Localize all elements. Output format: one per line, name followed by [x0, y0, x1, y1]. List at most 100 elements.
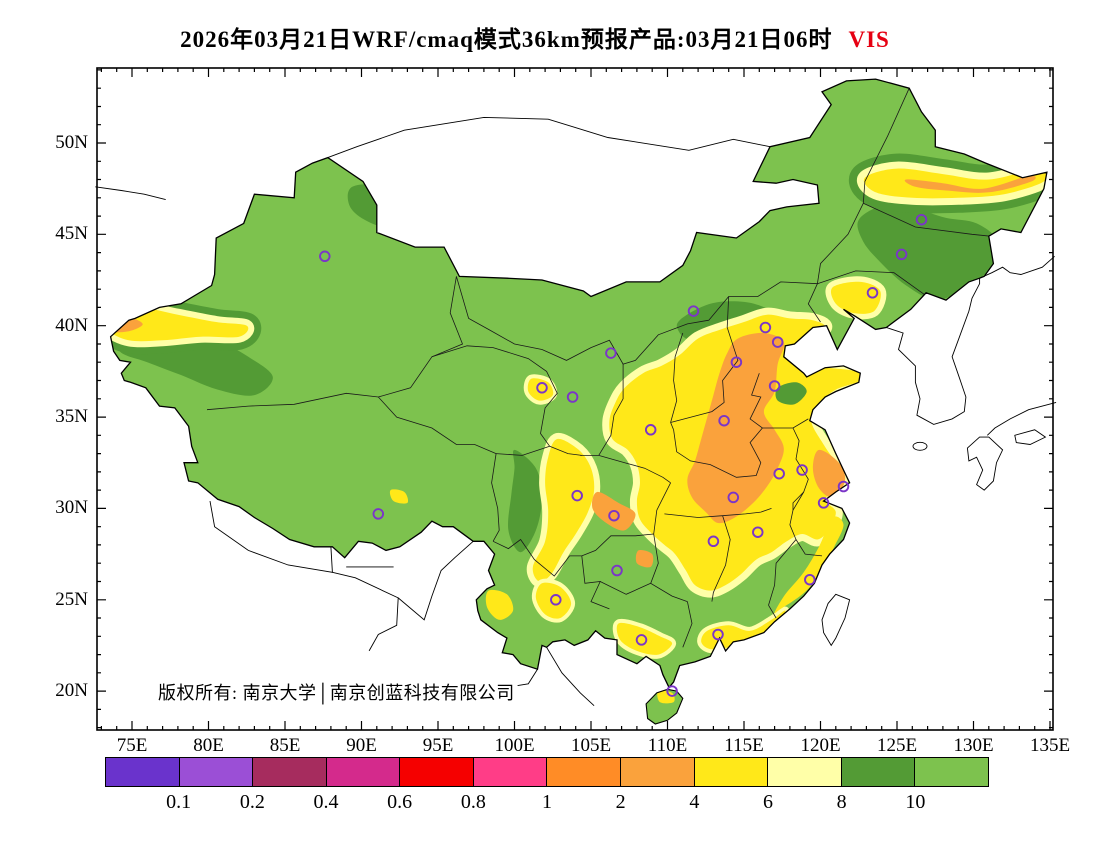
province-boundary: [670, 296, 739, 423]
station-marker: [718, 414, 730, 427]
colorbar-label: 6: [763, 791, 773, 813]
station-marker: [712, 628, 724, 641]
axis-ticks: [97, 68, 1053, 730]
province-boundary: [653, 482, 671, 535]
province-boundary: [206, 276, 464, 411]
lon-tick-label: 130E: [953, 735, 994, 756]
station-marker: [759, 321, 772, 334]
contour-fill: [527, 378, 554, 401]
province-boundary: [673, 427, 763, 478]
contour-fill: [812, 449, 846, 498]
lon-tick-label: 135E: [1029, 735, 1071, 756]
station-marker: [804, 573, 816, 586]
station-marker: [687, 305, 700, 317]
province-boundary: [600, 581, 651, 595]
neighbor-boundary: [1014, 429, 1047, 445]
colorbar-label: 1: [542, 791, 552, 813]
contour-fill: [857, 204, 999, 301]
station-marker: [571, 489, 583, 502]
station-marker: [727, 491, 740, 504]
contour-fill: [535, 582, 572, 619]
lat-tick-label: 20N: [55, 680, 88, 702]
lon-tick-label: 80E: [193, 735, 224, 756]
station-marker: [866, 287, 879, 299]
contour-fill: [532, 438, 595, 582]
colorbar-cell: [694, 758, 769, 786]
station-marker: [611, 564, 623, 577]
colorbar-cell: [621, 758, 695, 786]
colorbar-cell: [106, 758, 180, 786]
contour-fill: [774, 516, 844, 614]
station-marker: [771, 336, 784, 348]
station-marker: [536, 382, 548, 394]
contour-fill: [701, 610, 786, 650]
lat-tick-label: 30N: [55, 497, 88, 519]
station-marker: [773, 467, 785, 480]
chart-variable-label: VIS: [848, 27, 890, 52]
neighbor-boundary: [327, 116, 771, 159]
colorbar: [105, 757, 989, 787]
colorbar-cell: [547, 758, 622, 786]
neighbor-boundary: [517, 668, 538, 687]
lon-tick-label: 90E: [346, 735, 377, 756]
station-marker: [915, 213, 928, 226]
lon-tick-label: 85E: [269, 735, 301, 756]
lat-tick-label: 45N: [55, 223, 88, 245]
neighbor-boundary: [986, 401, 1057, 436]
neighbor-boundary: [332, 571, 399, 652]
province-boundary: [670, 332, 684, 430]
station-marker: [666, 685, 678, 697]
station-marker: [707, 535, 720, 548]
colorbar-label: 0.1: [166, 791, 192, 813]
station-marker: [837, 480, 850, 493]
colorbar-label: 0.4: [313, 791, 339, 813]
lon-tick-label: 120E: [800, 735, 841, 756]
colorbar-label: 0.2: [239, 791, 265, 813]
station-marker: [796, 464, 808, 476]
station-marker: [644, 424, 657, 436]
station-marker: [730, 356, 743, 368]
contour-fill: [507, 449, 542, 553]
jeju-island: [912, 441, 928, 451]
station-marker: [895, 248, 908, 261]
neighbor-boundary: [966, 436, 1004, 491]
china-border: [109, 78, 1048, 689]
province-boundary: [664, 508, 772, 518]
province-boundary: [581, 555, 610, 610]
province-boundary: [768, 604, 777, 619]
province-boundary: [496, 445, 550, 456]
contour-fill: [389, 489, 409, 504]
province-boundary: [378, 396, 500, 542]
station-marker: [372, 508, 385, 520]
chart-title: 2026年03月21日WRF/cmaq模式36km预报产品:03月21日06时 V…: [180, 20, 890, 54]
province-boundary: [682, 601, 693, 648]
station-marker: [608, 509, 620, 522]
lat-tick-label: 35N: [55, 406, 88, 428]
colorbar-label: 8: [836, 791, 847, 813]
contour-fill: [904, 175, 1036, 193]
station-marker: [566, 391, 579, 403]
hainan-border: [645, 688, 684, 725]
colorbar-cell: [179, 758, 254, 786]
colorbar-label: 0.8: [460, 791, 486, 813]
province-boundary: [792, 427, 809, 511]
province-boundary: [456, 203, 864, 365]
province-boundary: [795, 539, 823, 557]
neighbor-boundary: [821, 593, 851, 647]
province-boundary: [549, 445, 582, 456]
colorbar-cell: [400, 758, 474, 786]
contour-fill: [635, 549, 654, 568]
lat-tick-label: 25N: [55, 588, 88, 610]
contour-fill: [381, 193, 429, 219]
neighbor-boundary: [979, 255, 1055, 279]
colorbar-cell: [473, 758, 548, 786]
lon-tick-label: 95E: [422, 735, 454, 756]
station-marker: [605, 347, 617, 359]
province-boundary: [598, 364, 624, 456]
lon-tick-label: 100E: [494, 735, 535, 756]
station-marker: [550, 594, 562, 606]
colorbar-label: 0.6: [387, 791, 413, 813]
province-boundary: [807, 283, 821, 323]
